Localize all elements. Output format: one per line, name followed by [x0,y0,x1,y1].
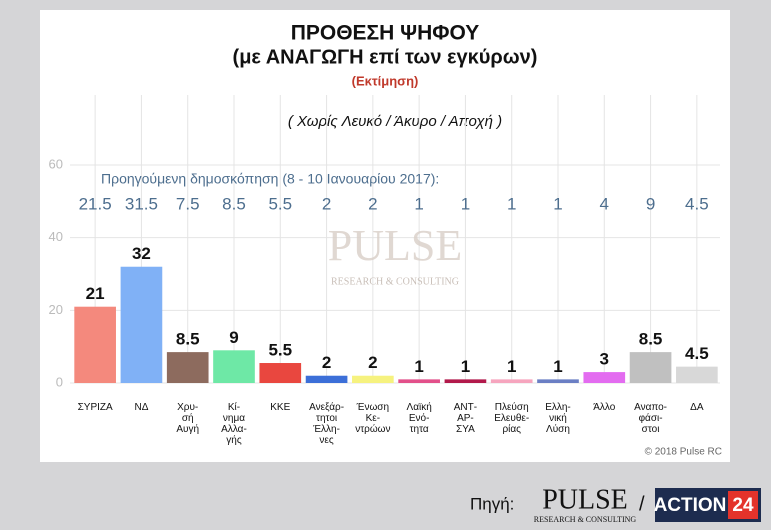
logo-24: 24 [732,495,754,516]
previous-label: Προηγούμενη δημοσκόπηση (8 - 10 Ιανουαρί… [101,171,439,187]
value-label: 1 [461,357,470,376]
panel [40,10,730,462]
previous-value: 21.5 [79,194,112,213]
value-label: 8.5 [639,330,663,349]
x-tick-label: ΝΔ [134,402,149,413]
source-label: Πηγή: [470,494,514,513]
copyright: © 2018 Pulse RC [645,447,722,458]
y-tick-label: 20 [49,302,63,317]
previous-value: 8.5 [222,194,246,213]
bar [398,379,440,383]
x-tick-label: ΔΑ [690,402,704,413]
value-label: 1 [507,357,516,376]
scope-note: ( Χωρίς Λευκό / Άκυρο / Αποχή ) [288,113,502,130]
previous-value: 5.5 [268,194,292,213]
bar [259,363,302,383]
x-tick-label: Λαϊκή Ενό- τητα [406,402,432,435]
bar [166,352,209,383]
y-tick-label: 60 [49,156,63,171]
watermark: PULSE [328,221,462,270]
x-tick-label: Πλεύση Ελευθε- ρίας [494,402,530,435]
previous-value: 9 [646,194,655,213]
bar [676,366,718,383]
y-tick-label: 40 [49,229,63,244]
value-label: 5.5 [268,341,292,360]
x-tick-label: ΣΥΡΙΖΑ [77,402,113,413]
previous-value: 1 [461,194,470,213]
x-tick-label: ΚΚΕ [270,402,291,413]
value-label: 9 [229,328,238,347]
value-label: 1 [414,357,423,376]
estimate-note: (Εκτίμηση) [352,73,419,88]
y-tick-label: 0 [56,374,63,389]
x-tick-label: Αναπο- φάσι- στοι [634,402,668,435]
separator: / [639,493,645,515]
bar [490,379,533,383]
value-label: 2 [368,353,377,372]
value-label: 4.5 [685,344,709,363]
bar [537,379,579,383]
watermark-sub: RESEARCH & CONSULTING [331,276,459,287]
x-tick-label: ΑΝΤ- ΑΡ- ΣΥΑ [453,402,478,435]
bar [444,379,487,383]
previous-value: 4.5 [685,194,709,213]
bar [74,306,116,383]
previous-value: 1 [507,194,516,213]
bar [213,350,255,383]
x-tick-label: Άλλο [593,402,616,413]
x-tick-label: Κί- νημα Αλλα- γής [221,402,247,446]
previous-value: 2 [368,194,377,213]
chart-subtitle: (με ΑΝΑΓΩΓΗ επί των εγκύρων) [233,46,538,68]
bar [352,375,394,383]
chart-title: ΠΡΟΘΕΣΗ ΨΗΦΟΥ [291,22,480,45]
bar [629,352,672,383]
bar [583,372,626,383]
value-label: 8.5 [176,330,200,349]
logo-pulse-sub: RESEARCH & CONSULTING [534,515,637,524]
value-label: 21 [86,284,105,303]
previous-value: 4 [600,194,609,213]
previous-value: 7.5 [176,194,200,213]
logo-action: ACTION [654,495,727,516]
value-label: 2 [322,353,331,372]
bar [305,375,348,383]
value-label: 3 [600,350,609,369]
x-tick-label: Χρυ- σή Αυγή [176,402,200,435]
logo-pulse: PULSE [542,484,628,515]
value-label: 32 [132,244,151,263]
bar [120,266,163,383]
previous-value: 2 [322,194,331,213]
x-tick-label: Ελλη- νική Λύση [545,402,571,435]
previous-value: 1 [414,194,423,213]
x-tick-label: Ανεξάρ- τητοι Έλλη- νες [309,402,345,446]
previous-value: 1 [553,194,562,213]
value-label: 1 [553,357,562,376]
logo-24-box [728,491,758,519]
x-tick-label: Ένωση Κε- ντρώων [355,402,391,435]
previous-value: 31.5 [125,194,158,213]
